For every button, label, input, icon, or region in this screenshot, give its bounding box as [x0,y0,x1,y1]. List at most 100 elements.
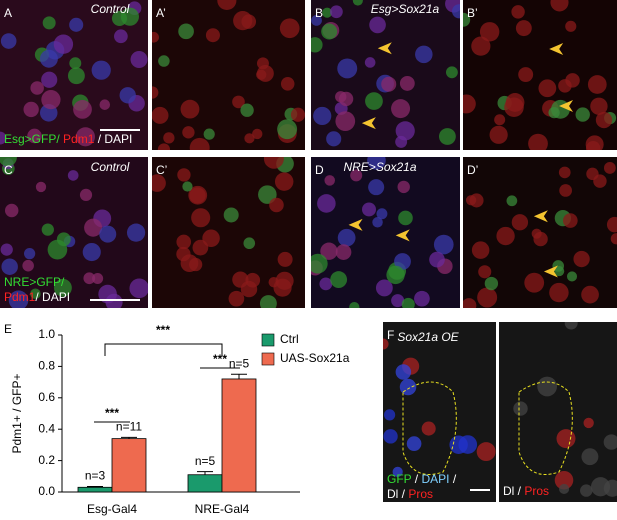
cell [244,133,255,144]
panel-label: B [315,6,323,20]
cell [504,97,524,117]
cell [372,217,383,228]
cell [583,417,594,429]
cell [252,128,263,140]
cell [114,29,128,44]
cell [391,99,411,119]
stain-label: Dl / Pros [387,487,433,501]
cell [367,157,386,170]
outline [402,381,457,475]
cell [91,60,111,80]
cell [129,278,148,299]
y-tick-label: 0.4 [38,421,55,435]
cell [581,285,599,304]
micrograph-content [499,322,617,502]
cell [391,294,405,308]
panel-title: Control [91,160,130,174]
stain-segment: / DAPI [35,290,70,304]
cell [182,126,195,139]
cell [157,143,171,150]
cell [559,184,572,197]
panel-label: D’ [467,163,478,177]
cell [392,466,403,478]
cell [476,442,496,462]
significance-label: *** [213,352,227,366]
micrograph-bg [463,0,617,150]
cell [126,223,146,242]
cell [205,28,220,43]
micrograph-content [463,0,617,150]
micrograph [499,322,617,502]
micrograph [152,0,305,150]
cell [35,181,47,193]
cell [311,37,323,53]
legend-label: Ctrl [280,332,299,346]
arrowhead [395,229,410,242]
cell [352,0,363,6]
cell [337,228,356,247]
cell [41,90,61,110]
cell [452,4,460,19]
cell [273,278,292,297]
cell [494,114,506,126]
cell [228,290,245,307]
stain-segment: Pros [408,487,433,501]
cell [550,0,569,12]
cell [368,179,385,196]
cell [23,248,36,260]
cell [152,106,169,124]
cell [610,233,617,245]
cell [471,241,490,259]
cell [189,137,210,150]
stain-segment: / [449,472,456,486]
cell [335,244,352,260]
stain-segment: GFP [387,472,412,486]
cell [240,280,258,298]
arrowhead [361,117,376,130]
legend-swatch [261,333,275,347]
cell [369,16,386,34]
cell [53,278,72,297]
cell [513,401,528,416]
cell [397,180,410,194]
cell [217,0,237,11]
cell [395,135,408,148]
cell [531,228,542,239]
cell [590,97,608,115]
cell [152,86,159,99]
legend-swatch [261,352,275,366]
cell [256,57,269,70]
cell [269,197,284,213]
cell [84,218,103,237]
cell [518,67,534,83]
n-label: n=5 [195,454,216,468]
stain-segment: NRE>GFP/ [4,275,65,289]
cell [8,290,29,308]
cell [590,477,611,497]
cell [406,436,422,451]
cell [311,253,328,274]
cell [67,170,79,181]
cell [528,133,548,150]
cell [350,169,363,182]
micrograph-content [152,0,305,150]
cell [383,338,389,350]
panel-label: E [4,322,12,336]
cell [401,297,415,308]
cell [152,174,166,192]
n-label: n=5 [229,356,250,370]
cell [259,295,277,308]
cell [580,484,593,497]
cell [445,66,458,79]
cell [99,225,117,243]
cell [395,121,415,141]
cell [477,287,498,308]
cell [30,288,41,299]
cell [177,168,191,182]
cell [189,187,206,204]
cell [79,188,93,202]
panel-label: A [4,6,12,20]
cell [595,111,613,129]
cell [524,272,545,293]
stain-label: Dl / Pros [503,484,549,498]
